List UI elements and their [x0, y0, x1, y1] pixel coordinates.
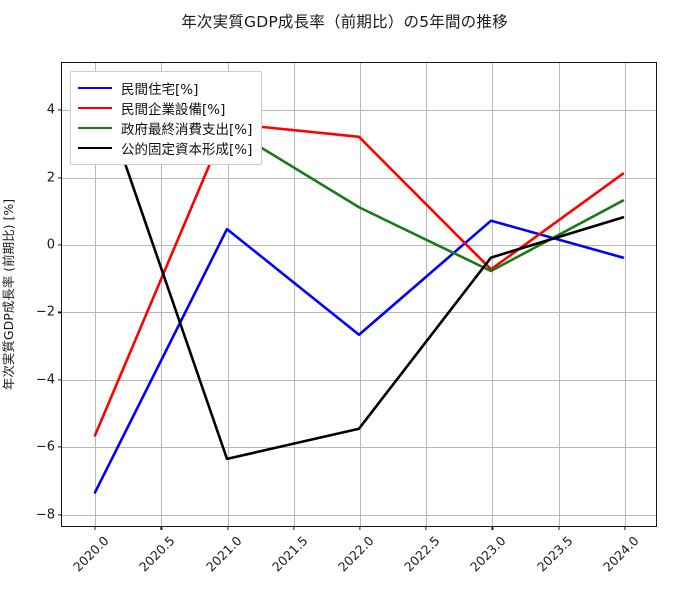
legend-item: 公的固定資本形成[%] — [78, 138, 252, 158]
legend-label: 民間住宅[%] — [121, 82, 199, 98]
gridline-horizontal — [62, 312, 656, 314]
chart-title: 年次実質GDP成長率（前期比）の5年間の推移 — [181, 13, 508, 31]
x-tick-label: 2023.5 — [533, 533, 576, 575]
legend-item: 民間企業設備[%] — [78, 98, 252, 118]
y-tickmark — [58, 379, 62, 381]
legend-color-swatch — [78, 147, 112, 149]
x-tickmark — [624, 526, 626, 530]
legend-item: 民間住宅[%] — [78, 78, 252, 98]
x-tick-label: 2020.5 — [136, 533, 178, 575]
gridline-horizontal — [62, 514, 656, 516]
y-tickmark — [58, 244, 62, 246]
legend-color-swatch — [78, 127, 112, 129]
y-tick-label: −8 — [35, 507, 55, 523]
gridline-vertical — [293, 63, 295, 526]
gridline-horizontal — [62, 177, 656, 179]
legend-item: 政府最終消費支出[%] — [78, 118, 252, 138]
legend-label: 政府最終消費支出[%] — [121, 122, 253, 138]
x-tick-label: 2021.5 — [268, 533, 311, 575]
y-tick-label: −4 — [35, 372, 55, 388]
y-tickmark — [58, 446, 62, 448]
x-tickmark — [558, 526, 560, 530]
x-tick-label: 2020.0 — [70, 533, 112, 575]
gridline-vertical — [95, 63, 97, 526]
legend-color-swatch — [78, 107, 112, 109]
gridline-vertical — [161, 63, 163, 526]
x-tickmark — [491, 526, 494, 530]
gridline-vertical — [492, 63, 494, 526]
series-line — [93, 219, 625, 494]
y-tick-label: 0 — [46, 237, 55, 253]
gridline-horizontal — [62, 447, 656, 449]
y-tickmark — [58, 176, 62, 179]
gridline-vertical — [426, 63, 428, 526]
y-axis-label: 年次実質GDP成長率 (前期比) [%] — [1, 198, 16, 391]
legend-color-swatch — [78, 87, 112, 89]
gridline-vertical — [624, 63, 626, 526]
x-tickmark — [293, 526, 295, 530]
y-tick-label: −6 — [35, 439, 55, 455]
y-tick-label: 2 — [46, 170, 55, 186]
legend-label: 公的固定資本形成[%] — [121, 142, 253, 158]
chart-legend: 民間住宅[%] 民間企業設備[%] 政府最終消費支出[%] 公的固定資本形成[%] — [70, 71, 263, 165]
series-line — [93, 75, 625, 461]
y-tickmark — [58, 311, 62, 313]
gridline-horizontal — [62, 244, 656, 246]
x-tickmark — [425, 526, 427, 530]
legend-label: 民間企業設備[%] — [121, 102, 226, 118]
gridline-vertical — [227, 63, 229, 526]
plot-area: 4 2 0 −2 −4 −6 −8 2020.0 2020.5 2021.0 2021.5 2022.… — [36, 62, 657, 575]
x-tickmark — [160, 526, 162, 530]
gridline-horizontal — [62, 110, 656, 112]
y-tick-label: −2 — [35, 304, 55, 320]
gridline-vertical — [558, 63, 560, 526]
x-tick-label: 2024.0 — [599, 533, 642, 575]
y-tickmark — [58, 109, 62, 111]
x-tick-label: 2022.5 — [401, 533, 443, 575]
x-tickmark — [226, 526, 229, 530]
series-line — [93, 122, 625, 437]
gridline-vertical — [360, 63, 361, 526]
x-tickmark — [359, 526, 361, 530]
x-tick-label: 2023.0 — [467, 533, 510, 575]
gridline-horizontal — [62, 379, 656, 381]
x-tick-label: 2021.0 — [202, 533, 245, 575]
y-tickmark — [58, 513, 62, 516]
y-tick-label: 4 — [46, 102, 55, 118]
x-tick-label: 2022.0 — [335, 533, 377, 575]
x-tickmark — [94, 526, 96, 530]
